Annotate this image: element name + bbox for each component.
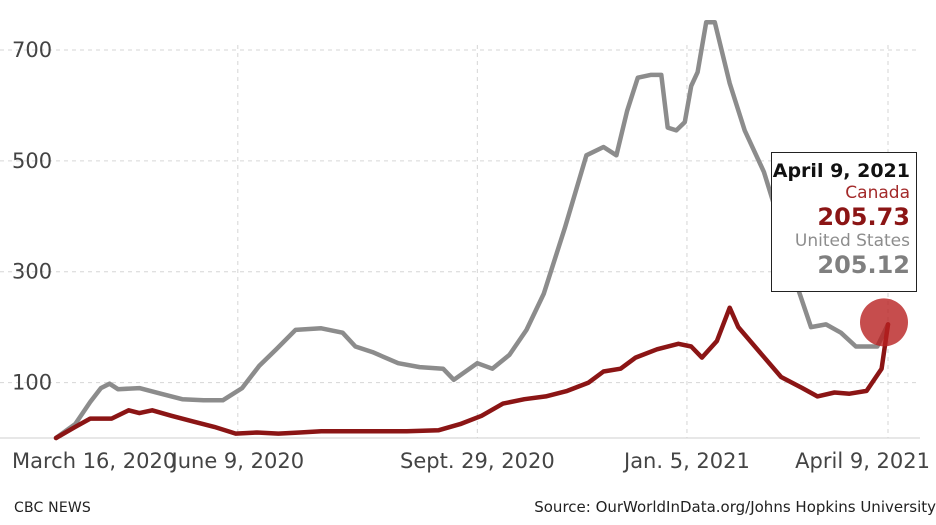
x-tick-label: Sept. 29, 2020	[400, 449, 555, 473]
x-tick-label: April 9, 2021	[795, 449, 930, 473]
x-tick-label: Jan. 5, 2021	[622, 449, 750, 473]
tooltip-us-label: United States	[794, 231, 910, 251]
footer-brand: CBC NEWS	[14, 500, 92, 516]
y-tick-label: 700	[12, 38, 52, 62]
tooltip-box: April 9, 2021 Canada 205.73 United State…	[771, 152, 917, 292]
latest-point-marker	[860, 298, 908, 347]
y-tick-label: 300	[12, 260, 52, 284]
canada-line	[53, 305, 891, 441]
x-tick-label: March 16, 2020	[12, 449, 176, 473]
highlight-marker	[860, 298, 908, 347]
footer-source: Source: OurWorldInData.org/Johns Hopkins…	[534, 498, 936, 516]
y-tick-label: 100	[12, 371, 52, 395]
series-lines	[53, 20, 891, 441]
tooltip-date: April 9, 2021	[772, 160, 910, 182]
tooltip-canada-value: 205.73	[817, 203, 910, 231]
tooltip-canada-label: Canada	[845, 183, 910, 203]
united-states-line	[53, 20, 891, 441]
y-tick-labels: 100 300 500 700	[12, 38, 52, 395]
y-tick-label: 500	[12, 149, 52, 173]
x-tick-label: June 9, 2020	[170, 449, 305, 473]
tooltip-us-value: 205.12	[817, 251, 910, 279]
